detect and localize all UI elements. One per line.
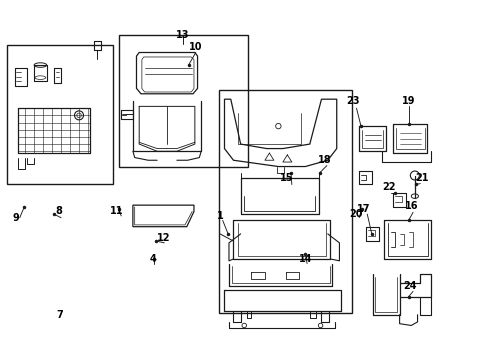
Text: 10: 10 bbox=[189, 42, 202, 52]
Text: 9: 9 bbox=[13, 213, 20, 223]
Text: 15: 15 bbox=[279, 173, 293, 183]
Text: 23: 23 bbox=[346, 96, 359, 106]
Bar bbox=[119, 35, 247, 167]
Text: 4: 4 bbox=[149, 254, 156, 264]
Text: 19: 19 bbox=[401, 96, 414, 106]
Text: 7: 7 bbox=[56, 310, 62, 320]
Bar bbox=[7, 45, 113, 184]
Text: 16: 16 bbox=[404, 201, 417, 211]
Text: 18: 18 bbox=[318, 155, 331, 165]
Text: 17: 17 bbox=[356, 204, 370, 214]
Text: 1: 1 bbox=[216, 211, 223, 221]
Text: 24: 24 bbox=[403, 281, 416, 291]
Text: 11: 11 bbox=[110, 206, 123, 216]
Bar bbox=[219, 90, 351, 313]
Text: 21: 21 bbox=[414, 173, 428, 183]
Text: 20: 20 bbox=[349, 209, 363, 219]
Text: 13: 13 bbox=[176, 30, 189, 40]
Text: 14: 14 bbox=[298, 254, 311, 264]
Text: 12: 12 bbox=[156, 233, 170, 243]
Text: 22: 22 bbox=[381, 182, 395, 192]
Text: 8: 8 bbox=[55, 206, 61, 216]
